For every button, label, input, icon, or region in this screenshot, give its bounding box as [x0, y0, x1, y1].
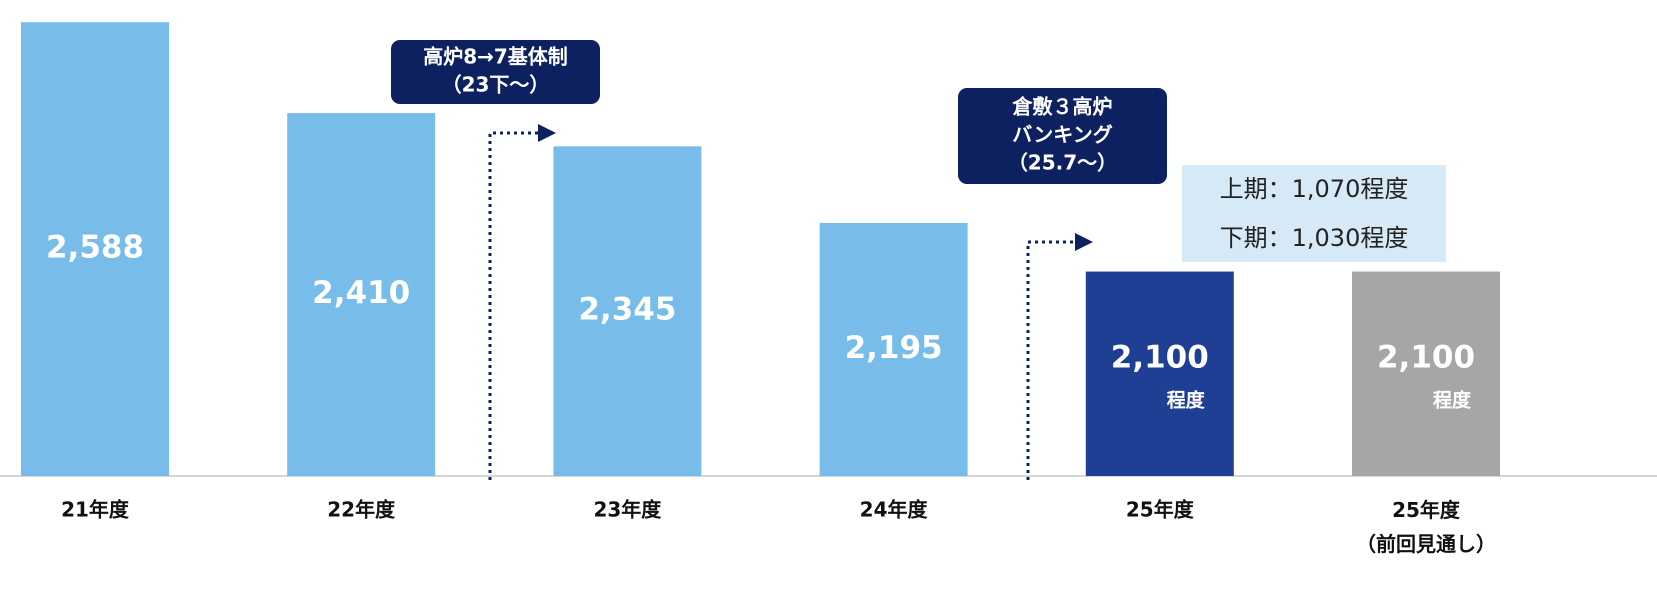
bar: [1352, 271, 1500, 476]
x-tick-label: 25年度: [1126, 498, 1195, 522]
x-tick-label: 23年度: [593, 498, 662, 522]
annotation-box: [958, 88, 1167, 184]
arrow-head: [538, 124, 556, 142]
note-text: 下期：1,030程度: [1220, 224, 1409, 252]
x-tick-label: 21年度: [61, 498, 130, 522]
value-label: 2,345: [578, 292, 676, 328]
arrow: [488, 131, 540, 480]
bar: [553, 146, 702, 477]
note-box: [1182, 165, 1446, 262]
value-label: 2,195: [845, 330, 943, 366]
annotation-text: バンキング: [1012, 123, 1112, 147]
note-text: 上期：1,070程度: [1220, 175, 1409, 203]
value-sublabel: 程度: [1433, 388, 1472, 411]
value-sublabel: 程度: [1167, 388, 1206, 411]
annotation-text: （23下～）: [442, 73, 550, 97]
bar: [21, 22, 169, 477]
bar: [819, 223, 968, 476]
x-tick-label: 22年度: [327, 498, 396, 522]
bar: [287, 113, 436, 476]
arrow-head: [1075, 233, 1093, 251]
annotation-text: 高炉8→7基体制: [423, 45, 568, 69]
annotation-box: [391, 40, 600, 104]
x-tick-label: 25年度（前回見通し）: [1356, 498, 1496, 556]
value-label: 2,410: [312, 275, 410, 311]
x-tick-label: 24年度: [860, 498, 929, 522]
annotation-text: 倉敷３高炉: [1012, 95, 1113, 119]
value-label: 2,100: [1377, 339, 1475, 375]
bar: [1085, 271, 1234, 476]
value-label: 2,100: [1111, 339, 1209, 375]
value-label: 2,588: [46, 230, 144, 266]
arrow: [1026, 240, 1077, 480]
annotation-text: （25.7～）: [1008, 151, 1117, 175]
